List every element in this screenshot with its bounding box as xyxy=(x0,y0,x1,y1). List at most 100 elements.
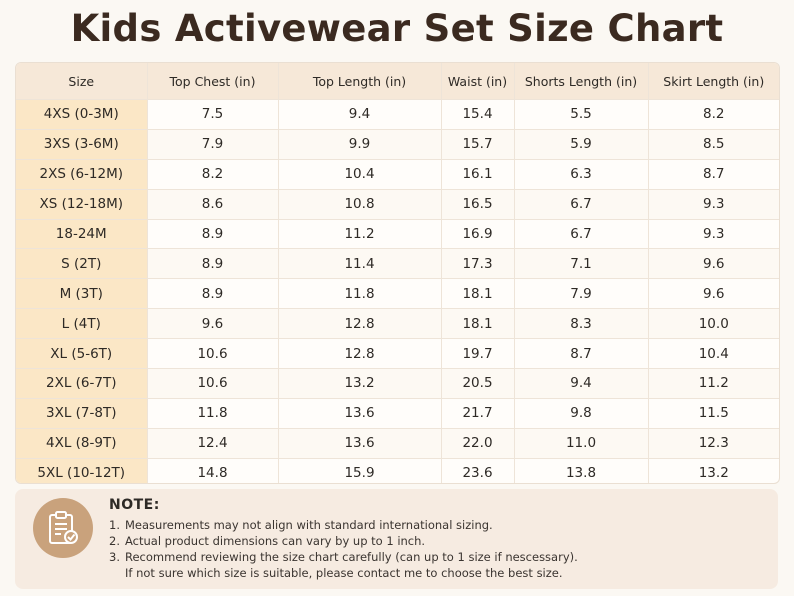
cell-waist: 20.5 xyxy=(441,368,515,399)
cell-shorts-length: 6.7 xyxy=(514,189,649,220)
cell-top-chest: 8.9 xyxy=(147,278,279,310)
page-title: Kids Activewear Set Size Chart xyxy=(70,7,724,50)
cell-waist: 18.1 xyxy=(441,308,515,340)
cell-waist: 22.0 xyxy=(441,428,515,459)
cell-size: 3XL (7-8T) xyxy=(16,398,148,429)
cell-skirt-length: 10.4 xyxy=(648,338,779,370)
table-row: 3XS (3-6M) 7.9 9.9 15.7 5.9 8.5 xyxy=(16,129,779,160)
cell-size: S (2T) xyxy=(16,248,148,280)
cell-top-chest: 8.6 xyxy=(147,189,279,220)
cell-top-chest: 14.8 xyxy=(147,458,279,483)
table-row: M (3T) 8.9 11.8 18.1 7.9 9.6 xyxy=(16,278,779,310)
cell-top-length: 13.2 xyxy=(278,368,442,399)
cell-top-chest: 12.4 xyxy=(147,428,279,459)
cell-top-length: 15.9 xyxy=(278,458,442,483)
clipboard-check-icon xyxy=(33,498,93,558)
cell-skirt-length: 9.6 xyxy=(648,248,779,280)
cell-shorts-length: 13.8 xyxy=(514,458,649,483)
cell-skirt-length: 9.3 xyxy=(648,189,779,220)
cell-size: 2XS (6-12M) xyxy=(16,159,148,190)
cell-skirt-length: 11.2 xyxy=(648,368,779,399)
cell-skirt-length: 8.5 xyxy=(648,129,779,160)
cell-shorts-length: 9.8 xyxy=(514,398,649,429)
cell-size: 4XS (0-3M) xyxy=(16,99,148,130)
cell-shorts-length: 8.7 xyxy=(514,338,649,370)
table-row: 3XL (7-8T) 11.8 13.6 21.7 9.8 11.5 xyxy=(16,398,779,429)
header-size: Size xyxy=(16,63,148,100)
table-row: 2XL (6-7T) 10.6 13.2 20.5 9.4 11.2 xyxy=(16,368,779,399)
cell-top-length: 13.6 xyxy=(278,428,442,459)
cell-skirt-length: 9.3 xyxy=(648,219,779,250)
cell-shorts-length: 9.4 xyxy=(514,368,649,399)
cell-top-chest: 10.6 xyxy=(147,368,279,399)
cell-shorts-length: 5.5 xyxy=(514,99,649,130)
cell-top-length: 9.4 xyxy=(278,99,442,130)
cell-top-length: 13.6 xyxy=(278,398,442,429)
cell-waist: 16.5 xyxy=(441,189,515,220)
cell-top-chest: 11.8 xyxy=(147,398,279,429)
cell-size: 3XS (3-6M) xyxy=(16,129,148,160)
cell-size: 4XL (8-9T) xyxy=(16,428,148,459)
cell-top-length: 11.2 xyxy=(278,219,442,250)
table-row: 18-24M 8.9 11.2 16.9 6.7 9.3 xyxy=(16,219,779,250)
cell-skirt-length: 8.2 xyxy=(648,99,779,130)
note-list: 1. Measurements may not align with standa… xyxy=(109,517,578,581)
cell-size: XS (12-18M) xyxy=(16,189,148,220)
cell-waist: 17.3 xyxy=(441,248,515,280)
cell-waist: 21.7 xyxy=(441,398,515,429)
cell-top-chest: 8.9 xyxy=(147,219,279,250)
table-row: L (4T) 9.6 12.8 18.1 8.3 10.0 xyxy=(16,308,779,340)
cell-waist: 18.1 xyxy=(441,278,515,310)
table-header-row: Size Top Chest (in) Top Length (in) Wais… xyxy=(16,63,779,100)
cell-top-length: 9.9 xyxy=(278,129,442,160)
cell-size: XL (5-6T) xyxy=(16,338,148,370)
cell-top-chest: 8.2 xyxy=(147,159,279,190)
table-row: 4XS (0-3M) 7.5 9.4 15.4 5.5 8.2 xyxy=(16,99,779,130)
cell-skirt-length: 13.2 xyxy=(698,465,729,482)
header-skirt-length: Skirt Length (in) xyxy=(648,63,779,100)
cell-top-length: 11.4 xyxy=(278,248,442,280)
cell-top-length: 12.8 xyxy=(278,338,442,370)
table-row: S (2T) 8.9 11.4 17.3 7.1 9.6 xyxy=(16,248,779,280)
header-top-length: Top Length (in) xyxy=(278,63,442,100)
table-row: 2XS (6-12M) 8.2 10.4 16.1 6.3 8.7 xyxy=(16,159,779,190)
size-chart-table: Size Top Chest (in) Top Length (in) Wais… xyxy=(15,62,780,484)
note-box: NOTE: 1. Measurements may not align with … xyxy=(15,489,778,589)
cell-shorts-length: 6.3 xyxy=(514,159,649,190)
cell-top-length: 12.8 xyxy=(278,308,442,340)
cell-skirt-length: 11.5 xyxy=(648,398,779,429)
cell-skirt-length: 9.6 xyxy=(648,278,779,310)
note-item: 2. Actual product dimensions can vary by … xyxy=(109,534,426,548)
cell-size: 5XL (10-12T) xyxy=(16,458,148,483)
cell-shorts-length: 7.1 xyxy=(514,248,649,280)
cell-shorts-length: 6.7 xyxy=(514,219,649,250)
header-top-chest: Top Chest (in) xyxy=(147,63,279,100)
header-shorts-length: Shorts Length (in) xyxy=(514,63,649,100)
cell-top-chest: 9.6 xyxy=(147,308,279,340)
cell-size: M (3T) xyxy=(16,278,148,310)
cell-shorts-length: 8.3 xyxy=(514,308,649,340)
cell-top-length: 11.8 xyxy=(278,278,442,310)
table-row: XL (5-6T) 10.6 12.8 19.7 8.7 10.4 xyxy=(16,338,779,370)
cell-top-chest: 10.6 xyxy=(147,338,279,370)
cell-skirt-length: 12.3 xyxy=(648,428,779,459)
header-waist: Waist (in) xyxy=(441,63,515,100)
cell-size: 18-24M xyxy=(16,219,148,250)
cell-waist: 19.7 xyxy=(441,338,515,370)
cell-skirt-length: 8.7 xyxy=(648,159,779,190)
table-row: XS (12-18M) 8.6 10.8 16.5 6.7 9.3 xyxy=(16,189,779,220)
cell-waist: 16.9 xyxy=(441,219,515,250)
cell-waist: 23.6 xyxy=(441,458,515,483)
table-row: 5XL (10-12T) 14.8 15.9 23.6 13.8 13.2 xyxy=(16,458,779,483)
note-item-continuation: If not sure which size is suitable, plea… xyxy=(125,566,563,580)
cell-shorts-length: 5.9 xyxy=(514,129,649,160)
cell-waist: 15.7 xyxy=(441,129,515,160)
note-item: 1. Measurements may not align with standa… xyxy=(109,518,493,532)
table-row: 4XL (8-9T) 12.4 13.6 22.0 11.0 12.3 xyxy=(16,428,779,459)
cell-size: 2XL (6-7T) xyxy=(16,368,148,399)
note-item: 3. Recommend reviewing the size chart car… xyxy=(109,550,578,564)
cell-top-length: 10.4 xyxy=(278,159,442,190)
note-heading: NOTE: xyxy=(109,497,160,513)
cell-top-chest: 7.9 xyxy=(147,129,279,160)
cell-shorts-length: 11.0 xyxy=(514,428,649,459)
